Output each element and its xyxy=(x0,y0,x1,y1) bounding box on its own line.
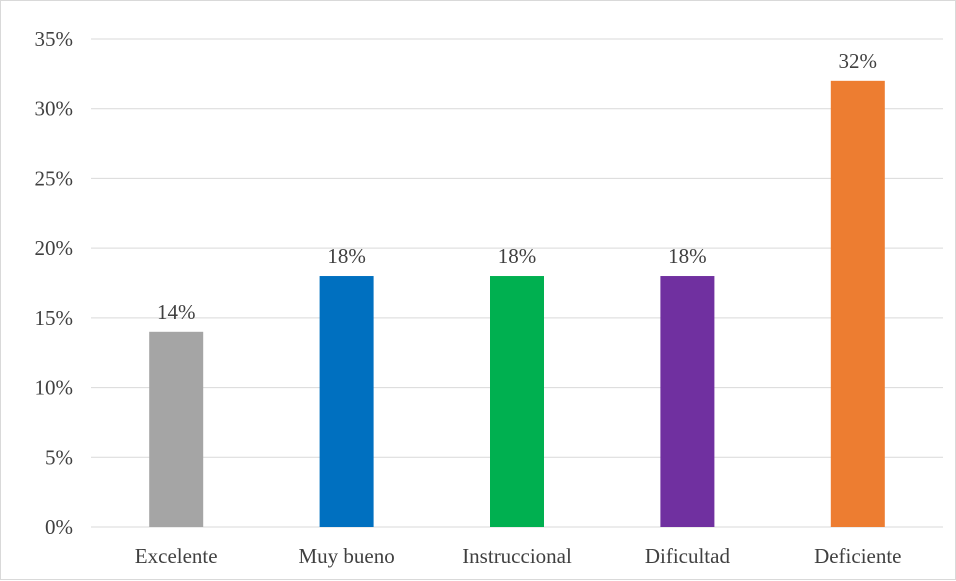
y-tick-label: 15% xyxy=(35,306,74,330)
data-label: 18% xyxy=(498,244,537,268)
bar-instruccional xyxy=(490,276,544,527)
y-tick-label: 10% xyxy=(35,376,74,400)
y-tick-label: 5% xyxy=(45,445,73,469)
data-label: 18% xyxy=(327,244,366,268)
data-labels: 14% 18% 18% 18% 32% xyxy=(157,49,877,324)
data-label: 32% xyxy=(839,49,878,73)
x-axis-ticks: Excelente Muy bueno Instruccional Dificulta… xyxy=(135,544,902,568)
data-label: 18% xyxy=(668,244,707,268)
bar-muy-bueno xyxy=(319,276,374,527)
x-tick-label: Muy bueno xyxy=(298,544,394,568)
x-tick-label: Deficiente xyxy=(814,544,901,568)
y-axis-ticks: 0% 5% 10% 15% 20% 25% 30% 35% xyxy=(35,27,74,539)
y-tick-label: 0% xyxy=(45,515,73,539)
y-tick-label: 20% xyxy=(35,236,74,260)
bars xyxy=(149,80,885,527)
x-tick-label: Instruccional xyxy=(462,544,572,568)
x-tick-label: Dificultad xyxy=(645,544,731,568)
bar-dificultad xyxy=(660,276,715,527)
bar-excelente xyxy=(149,331,204,527)
y-tick-label: 30% xyxy=(35,97,74,121)
data-label: 14% xyxy=(157,300,196,324)
y-tick-label: 35% xyxy=(35,27,74,51)
bar-deficiente xyxy=(830,80,885,527)
x-tick-label: Excelente xyxy=(135,544,218,568)
y-tick-label: 25% xyxy=(35,166,74,190)
